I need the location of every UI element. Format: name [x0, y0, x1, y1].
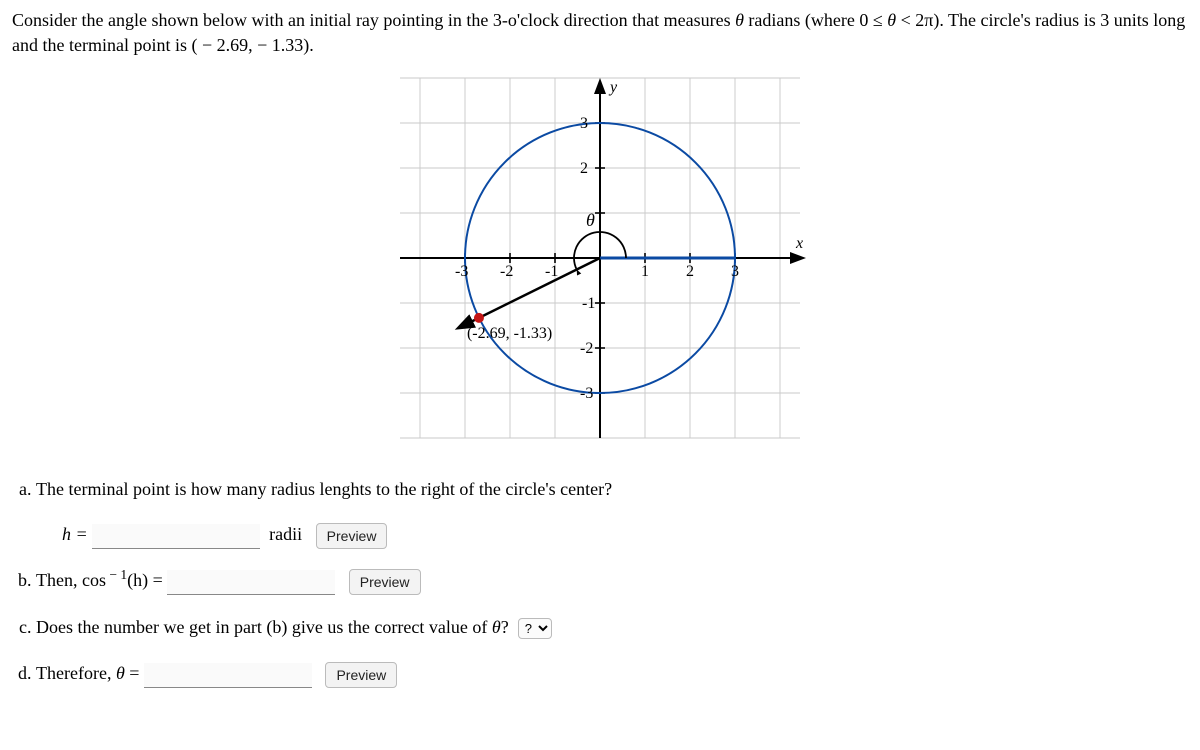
question-b: Then, cos − 1(h) = Preview	[36, 564, 1188, 596]
theta-symbol-2: θ	[887, 10, 896, 30]
svg-text:3: 3	[731, 263, 739, 280]
preview-button-a[interactable]: Preview	[316, 523, 388, 549]
svg-text:-1: -1	[545, 263, 558, 280]
svg-text:2: 2	[686, 263, 694, 280]
question-c: Does the number we get in part (b) give …	[36, 611, 1188, 643]
arccos-input[interactable]	[167, 570, 335, 595]
h-input[interactable]	[92, 524, 260, 549]
question-b-prefix: Then, cos	[36, 570, 106, 590]
theta-symbol: θ	[735, 10, 744, 30]
svg-text:θ: θ	[586, 210, 595, 230]
theta-symbol-d: θ	[116, 663, 125, 683]
svg-text:y: y	[608, 79, 618, 96]
problem-prompt: Consider the angle shown below with an i…	[12, 8, 1188, 58]
question-c-text-b: ?	[501, 617, 509, 637]
svg-text:2: 2	[580, 160, 588, 177]
question-d: Therefore, θ = Preview	[36, 657, 1188, 689]
theta-symbol-c: θ	[492, 617, 501, 637]
prompt-text-a: Consider the angle shown below with an i…	[12, 10, 735, 30]
of-h-equals: (h) =	[127, 570, 163, 590]
preview-button-d[interactable]: Preview	[325, 662, 397, 688]
svg-text:3: 3	[580, 115, 588, 132]
question-a-text: The terminal point is how many radius le…	[36, 479, 612, 499]
prompt-text-b: radians (where 0 ≤	[744, 10, 887, 30]
question-a: The terminal point is how many radius le…	[36, 473, 1188, 550]
yes-no-select[interactable]: ?	[518, 618, 552, 639]
unit-circle-graph: θ -3 -2 -1 1 2 3 -3 -2 2 3 -1 x y (-2.69, -1.33)	[380, 68, 820, 448]
question-c-text-a: Does the number we get in part (b) give …	[36, 617, 492, 637]
graph-container: θ -3 -2 -1 1 2 3 -3 -2 2 3 -1 x y (-2.69, -1.33)	[12, 68, 1188, 453]
radii-label: radii	[269, 524, 302, 544]
question-d-eq: =	[125, 663, 140, 683]
question-a-answer-row: h = radii Preview	[62, 518, 1188, 550]
svg-text:1: 1	[641, 263, 649, 280]
svg-text:-2: -2	[580, 340, 593, 357]
svg-text:-1: -1	[582, 295, 595, 312]
svg-text:x: x	[795, 235, 803, 252]
svg-text:-2: -2	[500, 263, 513, 280]
exponent-neg1: − 1	[106, 567, 127, 582]
h-equals: h =	[62, 524, 88, 544]
question-d-prefix: Therefore,	[36, 663, 116, 683]
preview-button-b[interactable]: Preview	[349, 569, 421, 595]
question-list: The terminal point is how many radius le…	[12, 473, 1188, 689]
svg-text:(-2.69, -1.33): (-2.69, -1.33)	[467, 325, 552, 342]
svg-text:-3: -3	[455, 263, 468, 280]
svg-text:-3: -3	[580, 385, 593, 402]
theta-input[interactable]	[144, 663, 312, 688]
